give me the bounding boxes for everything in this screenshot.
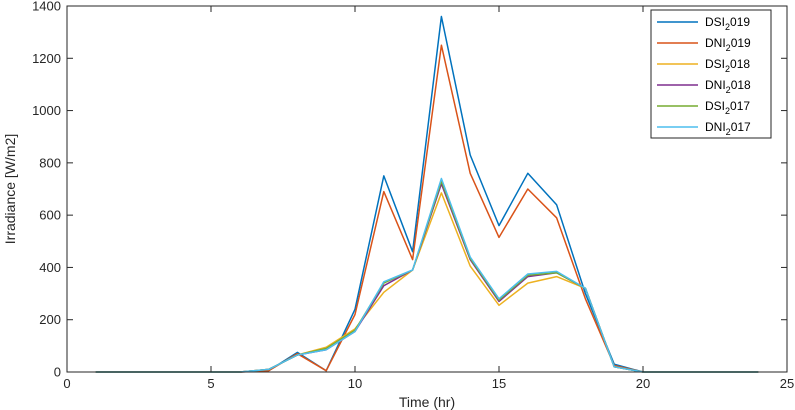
legend: DSI2019 DNI2019 DSI2018 DNI2018 DSI2017 DNI20… — [650, 9, 772, 139]
x-tick-label: 25 — [780, 376, 794, 391]
series-line-dni2018 — [95, 183, 759, 373]
y-tick-label: 400 — [39, 260, 61, 275]
y-tick-label: 800 — [39, 155, 61, 170]
series-line-dni2017 — [95, 177, 759, 373]
legend-label: DSI2017 — [705, 99, 750, 116]
x-tick-label: 15 — [492, 376, 506, 391]
legend-label: DNI2018 — [705, 78, 751, 95]
x-tick-label: 20 — [636, 376, 650, 391]
legend-label: DNI2019 — [705, 36, 751, 53]
x-tick-label: 10 — [348, 376, 362, 391]
legend-label: DSI2019 — [705, 15, 750, 32]
y-tick-label: 200 — [39, 312, 61, 327]
series-line-dsi2018 — [95, 192, 759, 373]
x-tick-label: 0 — [63, 376, 70, 391]
y-tick-label: 1200 — [32, 51, 61, 66]
y-tick-label: 1000 — [32, 103, 61, 118]
legend-label: DNI2017 — [705, 120, 751, 137]
legend-box — [650, 9, 772, 139]
x-tick-label: 5 — [207, 376, 214, 391]
y-tick-label: 1400 — [32, 0, 61, 14]
y-tick-label: 600 — [39, 208, 61, 223]
plot-area-frame — [66, 5, 788, 373]
y-axis-title: Irradiance [W/m2] — [2, 134, 18, 244]
x-axis-title: Time (hr) — [399, 394, 455, 410]
y-tick-label: 0 — [54, 365, 61, 380]
legend-label: DSI2018 — [705, 57, 750, 74]
tick-layer: 0 5 10 15 20 25 0 200 400 600 800 1000 1200 1400 — [32, 0, 794, 391]
series-line-dsi2017 — [95, 180, 759, 373]
